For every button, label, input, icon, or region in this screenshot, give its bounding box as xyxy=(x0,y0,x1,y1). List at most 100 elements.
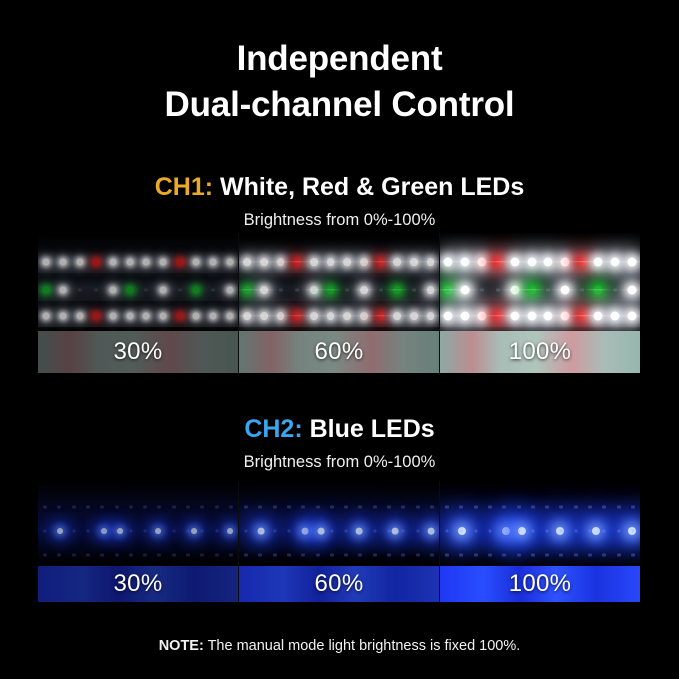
led-flare xyxy=(383,315,412,317)
led-dot xyxy=(593,257,603,267)
led-dot xyxy=(310,258,318,266)
led-flare xyxy=(350,289,378,291)
led-strip-pad xyxy=(177,288,182,292)
led-dot xyxy=(317,527,325,535)
led-strip-bar xyxy=(440,251,640,273)
led-dot xyxy=(510,285,520,295)
led-dot xyxy=(276,258,285,266)
led-dot xyxy=(209,258,217,266)
led-strip-pad xyxy=(244,505,249,509)
led-dot xyxy=(293,258,302,266)
led-strip-pad xyxy=(488,505,492,509)
led-dot xyxy=(427,527,435,535)
brightness-label: 100% xyxy=(508,338,572,365)
led-flare xyxy=(300,289,328,291)
led-dot xyxy=(560,285,570,295)
led-strip-pad xyxy=(387,529,391,533)
led-dot xyxy=(510,311,520,321)
led-strip-pad xyxy=(287,529,291,533)
led-dot xyxy=(192,286,200,294)
led-flare xyxy=(250,315,278,317)
led-dot xyxy=(126,312,134,320)
brightness-band: 100% xyxy=(440,331,640,373)
led-dot xyxy=(117,528,123,534)
led-strip-pad xyxy=(329,505,334,509)
led-strip-pad xyxy=(143,505,148,509)
led-strip-pad xyxy=(616,505,621,509)
led-strip-pad xyxy=(613,288,617,292)
led-strip-pad xyxy=(372,553,377,557)
led-strip-background xyxy=(440,481,640,566)
led-strip-pad xyxy=(344,505,349,509)
led-flare xyxy=(514,315,549,317)
led-strip-pad xyxy=(278,288,283,292)
led-flare xyxy=(531,315,566,317)
channel-1-title: CH1: White, Red & Green LEDs xyxy=(0,172,679,203)
led-flare xyxy=(464,315,499,317)
led-dot xyxy=(310,312,318,320)
led-flare xyxy=(333,315,362,317)
led-flare xyxy=(464,261,499,263)
led-flare xyxy=(481,315,516,317)
channel-2-tag: CH2: xyxy=(244,415,303,443)
led-dot xyxy=(577,257,587,267)
brightness-band: 60% xyxy=(239,331,439,373)
led-dot xyxy=(92,258,100,266)
led-strip-pad xyxy=(315,553,320,557)
led-strip-pad xyxy=(86,529,90,533)
led-strip-pad xyxy=(516,505,521,509)
led-strip-pad xyxy=(344,553,349,557)
led-dot xyxy=(560,311,570,321)
led-strip xyxy=(239,481,439,566)
led-strip-pad xyxy=(172,529,176,533)
led-strip-bar xyxy=(38,305,238,327)
led-dot xyxy=(376,258,385,266)
led-flare xyxy=(416,315,439,317)
led-strip-pad xyxy=(516,553,521,557)
led-strip-pad xyxy=(445,553,450,557)
led-strip-pad xyxy=(330,529,334,533)
led-dot xyxy=(391,527,399,535)
led-strip-pad xyxy=(301,553,306,557)
led-strip-pad xyxy=(574,529,578,533)
led-dot xyxy=(627,285,637,295)
led-strip-pad xyxy=(415,553,420,557)
led-strip-pad xyxy=(530,553,535,557)
led-strip-pad xyxy=(157,505,162,509)
led-dot xyxy=(458,527,466,535)
led-strip-pad xyxy=(430,529,434,533)
led-strip-pad xyxy=(488,553,492,557)
led-strip-pad xyxy=(115,529,119,533)
led-dot xyxy=(460,311,470,321)
channel-1-led-panel-group: 30% 60% 100% xyxy=(38,233,640,373)
led-flare xyxy=(300,261,328,263)
led-dot xyxy=(159,286,167,294)
channel-2-title: CH2: Blue LEDs xyxy=(0,414,679,445)
led-strip-pad xyxy=(631,529,635,533)
led-strip-pad xyxy=(71,505,76,509)
led-strip-pad xyxy=(57,529,61,533)
led-strip-bar xyxy=(239,305,439,327)
led-flare xyxy=(283,261,312,263)
led-strip-pad xyxy=(358,553,363,557)
led-dot xyxy=(627,311,637,321)
led-dot xyxy=(142,258,150,266)
led-dot xyxy=(243,312,252,320)
led-strip-pad xyxy=(401,553,406,557)
led-strip-pad xyxy=(573,505,578,509)
led-strip-bar xyxy=(440,305,640,327)
led-strip-pad xyxy=(157,553,162,557)
led-dot xyxy=(301,527,309,535)
led-strip-pad xyxy=(272,553,277,557)
led-flare xyxy=(614,261,640,263)
led-strip xyxy=(440,233,640,331)
led-dot xyxy=(355,527,363,535)
led-strip-pad xyxy=(211,288,215,292)
led-dot xyxy=(260,286,268,294)
led-strip-pad xyxy=(43,529,47,533)
led-strip-pad xyxy=(258,529,262,533)
led-dot xyxy=(410,258,418,266)
led-strip-pad xyxy=(100,505,105,509)
channel-2-subtitle: Brightness from 0%-100% xyxy=(243,453,436,471)
led-flare xyxy=(350,315,378,317)
